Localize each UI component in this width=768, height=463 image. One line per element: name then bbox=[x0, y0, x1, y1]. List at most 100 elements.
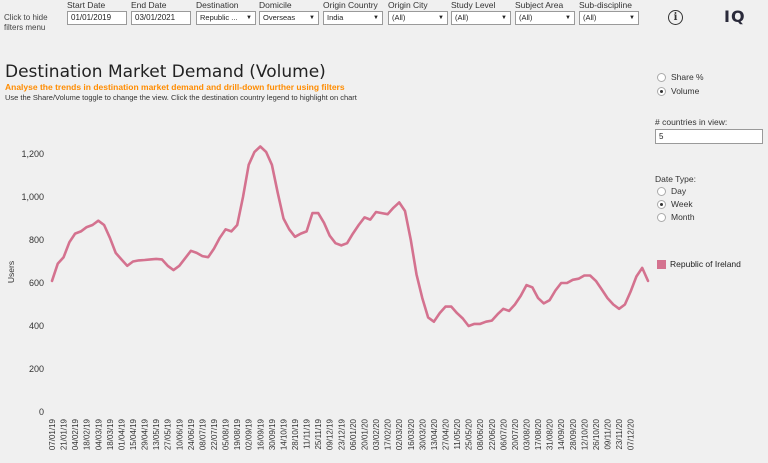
x-tick-label: 02/09/19 bbox=[245, 418, 254, 450]
filter-destination-select[interactable]: Republic ... ▼ bbox=[196, 11, 256, 25]
x-tick-label: 08/07/19 bbox=[198, 418, 207, 450]
chevron-down-icon[interactable]: ▼ bbox=[373, 15, 379, 21]
x-tick-label: 15/04/19 bbox=[129, 418, 138, 450]
x-tick-label: 11/05/20 bbox=[453, 418, 462, 449]
radio-month-label: Month bbox=[671, 212, 695, 222]
filter-label-origin-city: Origin City bbox=[388, 0, 428, 10]
countries-in-view-label: # countries in view: bbox=[655, 117, 728, 127]
x-tick-label: 01/04/19 bbox=[117, 418, 126, 450]
x-tick-label: 02/03/20 bbox=[395, 418, 404, 450]
x-tick-label: 09/12/19 bbox=[326, 418, 335, 450]
countries-in-view-input[interactable]: 5 bbox=[655, 129, 763, 144]
date-type-options: Day Week Month bbox=[657, 186, 695, 222]
filter-study-level-select[interactable]: (All) ▼ bbox=[451, 11, 511, 25]
radio-day-indicator[interactable] bbox=[657, 186, 666, 196]
filter-start-date-input[interactable]: 01/01/2019 bbox=[67, 11, 127, 25]
series-line-republic-of-ireland bbox=[50, 145, 650, 328]
x-tick-label: 13/04/20 bbox=[430, 418, 439, 450]
y-tick-label: 1,200 bbox=[21, 149, 44, 159]
x-tick-label: 06/07/20 bbox=[499, 418, 508, 450]
legend-label: Republic of Ireland bbox=[670, 259, 741, 269]
filter-value: India bbox=[327, 13, 344, 22]
x-tick-label: 21/01/19 bbox=[60, 418, 69, 450]
legend-item-republic-of-ireland[interactable]: Republic of Ireland bbox=[657, 259, 741, 269]
logo: IQ bbox=[724, 7, 746, 26]
chevron-down-icon[interactable]: ▼ bbox=[565, 15, 571, 21]
filter-label-domicile: Domicile bbox=[259, 0, 292, 10]
info-icon[interactable]: i bbox=[668, 10, 683, 25]
radio-share[interactable]: Share % bbox=[657, 72, 704, 82]
radio-volume-indicator[interactable] bbox=[657, 86, 666, 96]
filter-label-subject-area: Subject Area bbox=[515, 0, 564, 10]
x-tick-label: 30/03/20 bbox=[418, 418, 427, 450]
x-tick-label: 28/10/19 bbox=[291, 418, 300, 450]
x-tick-label: 26/10/20 bbox=[592, 418, 601, 450]
filter-subject-area-select[interactable]: (All) ▼ bbox=[515, 11, 575, 25]
chevron-down-icon[interactable]: ▼ bbox=[246, 15, 252, 21]
chevron-down-icon[interactable]: ▼ bbox=[629, 15, 635, 21]
filter-label-start-date: Start Date bbox=[67, 0, 106, 10]
filter-label-origin-country: Origin Country bbox=[323, 0, 378, 10]
y-tick-label: 400 bbox=[29, 321, 44, 331]
filter-label-destination: Destination bbox=[196, 0, 239, 10]
y-tick-label: 800 bbox=[29, 235, 44, 245]
date-type-label: Date Type: bbox=[655, 174, 696, 184]
filter-label-sub-discipline: Sub-discipline bbox=[579, 0, 632, 10]
x-tick-label: 30/09/19 bbox=[268, 418, 277, 450]
radio-day[interactable]: Day bbox=[657, 186, 695, 196]
filter-domicile-select[interactable]: Overseas ▼ bbox=[259, 11, 319, 25]
x-tick-label: 17/02/20 bbox=[384, 418, 393, 450]
x-tick-label: 08/06/20 bbox=[476, 418, 485, 450]
hide-filters-toggle[interactable]: Click to hide filters menu bbox=[4, 13, 48, 32]
x-tick-label: 06/01/20 bbox=[349, 418, 358, 450]
radio-week[interactable]: Week bbox=[657, 199, 695, 209]
filter-sub-discipline-select[interactable]: (All) ▼ bbox=[579, 11, 639, 25]
y-tick-label: 1,000 bbox=[21, 192, 44, 202]
filter-value: (All) bbox=[455, 13, 469, 22]
share-volume-toggle: Share % Volume bbox=[657, 72, 704, 96]
filter-value: (All) bbox=[392, 13, 406, 22]
filter-origin-city-select[interactable]: (All) ▼ bbox=[388, 11, 448, 25]
filter-value: (All) bbox=[519, 13, 533, 22]
x-tick-label: 04/03/19 bbox=[94, 418, 103, 450]
x-tick-label: 27/05/19 bbox=[164, 418, 173, 450]
radio-week-label: Week bbox=[671, 199, 693, 209]
radio-month-indicator[interactable] bbox=[657, 212, 666, 222]
x-tick-label: 19/08/19 bbox=[233, 418, 242, 450]
x-tick-label: 14/09/20 bbox=[557, 418, 566, 450]
x-tick-label: 16/09/19 bbox=[256, 418, 265, 450]
x-tick-label: 03/08/20 bbox=[522, 418, 531, 450]
radio-volume-label: Volume bbox=[671, 86, 700, 96]
x-tick-label: 22/07/19 bbox=[210, 418, 219, 450]
y-tick-label: 600 bbox=[29, 278, 44, 288]
x-tick-label: 24/06/19 bbox=[187, 418, 196, 450]
filter-value: (All) bbox=[583, 13, 597, 22]
x-tick-label: 27/04/20 bbox=[441, 418, 450, 450]
y-tick-label: 0 bbox=[39, 407, 44, 417]
x-tick-label: 29/04/19 bbox=[141, 418, 150, 450]
radio-share-indicator[interactable] bbox=[657, 72, 666, 82]
x-tick-label: 05/08/19 bbox=[222, 418, 231, 450]
chevron-down-icon[interactable]: ▼ bbox=[501, 15, 507, 21]
x-tick-label: 13/05/19 bbox=[152, 418, 161, 450]
radio-volume[interactable]: Volume bbox=[657, 86, 704, 96]
page-title: Destination Market Demand (Volume) bbox=[5, 62, 326, 82]
x-tick-label: 31/08/20 bbox=[546, 418, 555, 450]
x-tick-label: 20/01/20 bbox=[360, 418, 369, 450]
y-tick-label: 200 bbox=[29, 364, 44, 374]
x-tick-label: 04/02/19 bbox=[71, 418, 80, 450]
radio-share-label: Share % bbox=[671, 72, 704, 82]
filter-value: 03/01/2021 bbox=[135, 13, 176, 22]
x-tick-label: 10/06/19 bbox=[175, 418, 184, 450]
filter-label-study-level: Study Level bbox=[451, 0, 496, 10]
radio-week-indicator[interactable] bbox=[657, 199, 666, 209]
radio-month[interactable]: Month bbox=[657, 212, 695, 222]
chevron-down-icon[interactable]: ▼ bbox=[309, 15, 315, 21]
x-tick-label: 25/05/20 bbox=[465, 418, 474, 450]
filter-origin-country-select[interactable]: India ▼ bbox=[323, 11, 383, 25]
filter-end-date-input[interactable]: 03/01/2021 bbox=[131, 11, 191, 25]
x-tick-label: 07/01/19 bbox=[48, 418, 57, 450]
x-tick-label: 16/03/20 bbox=[407, 418, 416, 450]
chevron-down-icon[interactable]: ▼ bbox=[438, 15, 444, 21]
